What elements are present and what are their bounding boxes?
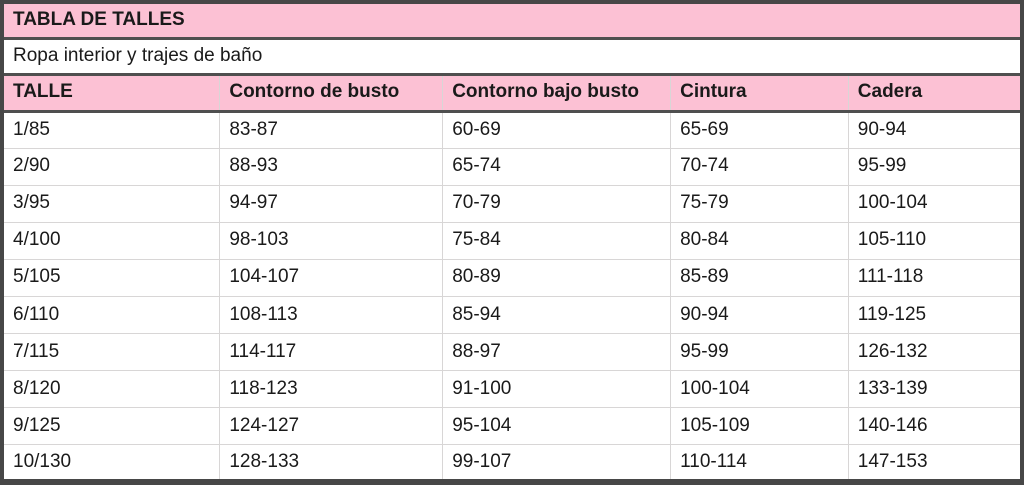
table-title-row: TABLA DE TALLES (2, 2, 1022, 40)
cell: 65-74 (442, 148, 671, 186)
cell: 85-94 (442, 296, 671, 335)
cell: 105-110 (847, 222, 1022, 260)
cell: 111-118 (847, 259, 1022, 297)
cell: 98-103 (219, 222, 443, 260)
table-subtitle: Ropa interior y trajes de baño (2, 38, 1022, 76)
cell: 5/105 (2, 259, 220, 297)
cell: 105-109 (670, 407, 849, 446)
table-row: 1/85 83-87 60-69 65-69 90-94 (2, 111, 1022, 149)
cell: 7/115 (2, 333, 220, 372)
column-header-contorno-busto: Contorno de busto (219, 74, 443, 113)
table-row: 6/110 108-113 85-94 90-94 119-125 (2, 296, 1022, 335)
cell: 94-97 (219, 185, 443, 223)
cell: 100-104 (847, 185, 1022, 223)
table-row: 5/105 104-107 80-89 85-89 111-118 (2, 259, 1022, 297)
cell: 75-84 (442, 222, 671, 260)
cell: 104-107 (219, 259, 443, 297)
cell: 2/90 (2, 148, 220, 186)
cell: 88-93 (219, 148, 443, 186)
cell: 124-127 (219, 407, 443, 446)
cell: 70-79 (442, 185, 671, 223)
column-header-cadera: Cadera (847, 74, 1022, 113)
cell: 110-114 (670, 444, 849, 482)
table-subtitle-row: Ropa interior y trajes de baño (2, 38, 1022, 76)
cell: 114-117 (219, 333, 443, 372)
column-header-cintura: Cintura (670, 74, 849, 113)
cell: 6/110 (2, 296, 220, 335)
cell: 108-113 (219, 296, 443, 335)
table-row: 2/90 88-93 65-74 70-74 95-99 (2, 148, 1022, 186)
cell: 95-99 (670, 333, 849, 372)
cell: 4/100 (2, 222, 220, 260)
cell: 75-79 (670, 185, 849, 223)
cell: 128-133 (219, 444, 443, 482)
cell: 119-125 (847, 296, 1022, 335)
table-row: 10/130 128-133 99-107 110-114 147-153 (2, 444, 1022, 482)
cell: 88-97 (442, 333, 671, 372)
cell: 140-146 (847, 407, 1022, 446)
table-body: 1/85 83-87 60-69 65-69 90-94 2/90 88-93 65-74 70… (2, 111, 1022, 482)
cell: 3/95 (2, 185, 220, 223)
cell: 118-123 (219, 370, 443, 409)
cell: 1/85 (2, 111, 220, 149)
cell: 95-99 (847, 148, 1022, 186)
column-header-row: TALLE Contorno de busto Contorno bajo bu… (2, 74, 1022, 113)
table-row: 3/95 94-97 70-79 75-79 100-104 (2, 185, 1022, 223)
cell: 83-87 (219, 111, 443, 149)
column-header-talle: TALLE (2, 74, 220, 113)
cell: 70-74 (670, 148, 849, 186)
table-title: TABLA DE TALLES (2, 2, 1022, 40)
table-row: 9/125 124-127 95-104 105-109 140-146 (2, 407, 1022, 446)
cell: 85-89 (670, 259, 849, 297)
cell: 147-153 (847, 444, 1022, 482)
cell: 65-69 (670, 111, 849, 149)
table-row: 4/100 98-103 75-84 80-84 105-110 (2, 222, 1022, 260)
cell: 80-84 (670, 222, 849, 260)
cell: 90-94 (847, 111, 1022, 149)
table-row: 8/120 118-123 91-100 100-104 133-139 (2, 370, 1022, 409)
cell: 8/120 (2, 370, 220, 409)
cell: 126-132 (847, 333, 1022, 372)
cell: 90-94 (670, 296, 849, 335)
cell: 91-100 (442, 370, 671, 409)
cell: 60-69 (442, 111, 671, 149)
cell: 80-89 (442, 259, 671, 297)
cell: 9/125 (2, 407, 220, 446)
table-row: 7/115 114-117 88-97 95-99 126-132 (2, 333, 1022, 372)
cell: 95-104 (442, 407, 671, 446)
column-header-contorno-bajo-busto: Contorno bajo busto (442, 74, 671, 113)
cell: 99-107 (442, 444, 671, 482)
cell: 100-104 (670, 370, 849, 409)
cell: 10/130 (2, 444, 220, 482)
cell: 133-139 (847, 370, 1022, 409)
